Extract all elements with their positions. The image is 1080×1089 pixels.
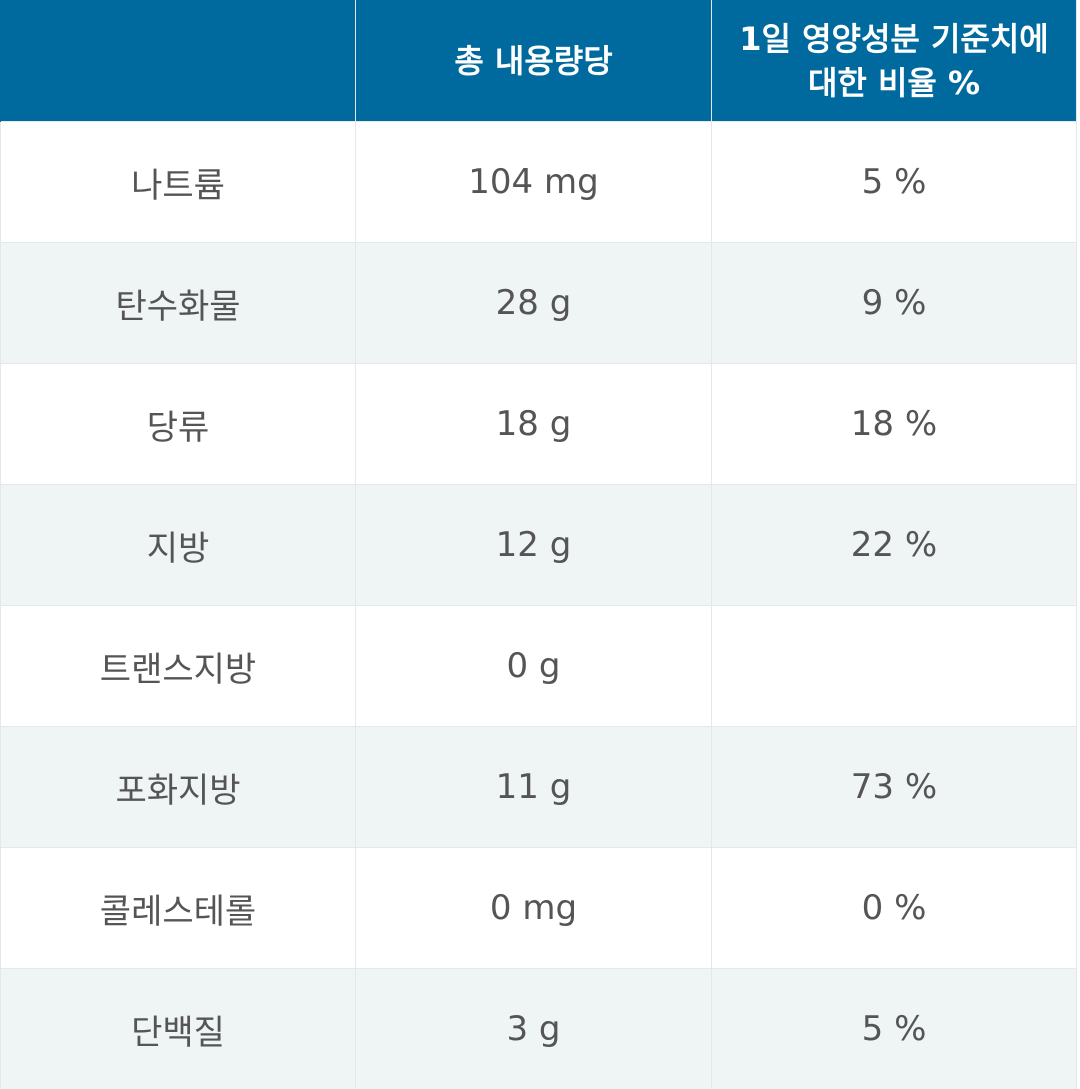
nutrient-name: 포화지방 [1,727,356,848]
table-row: 포화지방 11 g 73 % [1,727,1077,848]
nutrient-amount: 3 g [356,969,712,1089]
nutrient-daily-value: 9 % [712,243,1077,364]
table-row: 나트륨 104 mg 5 % [1,122,1077,243]
nutrient-name: 나트륨 [1,122,356,243]
nutrient-name: 당류 [1,364,356,485]
table-row: 트랜스지방 0 g [1,606,1077,727]
nutrient-amount: 18 g [356,364,712,485]
nutrient-daily-value: 0 % [712,848,1077,969]
nutrient-name: 콜레스테롤 [1,848,356,969]
nutrient-amount: 0 g [356,606,712,727]
nutrient-amount: 104 mg [356,122,712,243]
nutrient-daily-value: 5 % [712,969,1077,1089]
nutrient-amount: 0 mg [356,848,712,969]
nutrient-amount: 12 g [356,485,712,606]
table-row: 당류 18 g 18 % [1,364,1077,485]
nutrient-daily-value: 5 % [712,122,1077,243]
header-nutrient [1,0,356,122]
nutrient-name: 단백질 [1,969,356,1089]
nutrient-amount: 11 g [356,727,712,848]
nutrient-daily-value: 18 % [712,364,1077,485]
nutrient-name: 지방 [1,485,356,606]
table-row: 탄수화물 28 g 9 % [1,243,1077,364]
nutrient-name: 트랜스지방 [1,606,356,727]
header-amount: 총 내용량당 [356,0,712,122]
nutrient-name: 탄수화물 [1,243,356,364]
nutrient-daily-value [712,606,1077,727]
table-row: 콜레스테롤 0 mg 0 % [1,848,1077,969]
nutrient-amount: 28 g [356,243,712,364]
table-row: 지방 12 g 22 % [1,485,1077,606]
nutrient-daily-value: 73 % [712,727,1077,848]
nutrient-daily-value: 22 % [712,485,1077,606]
table-row: 단백질 3 g 5 % [1,969,1077,1089]
table-header-row: 총 내용량당 1일 영양성분 기준치에 대한 비율 % [1,0,1077,122]
header-daily-value: 1일 영양성분 기준치에 대한 비율 % [712,0,1077,122]
